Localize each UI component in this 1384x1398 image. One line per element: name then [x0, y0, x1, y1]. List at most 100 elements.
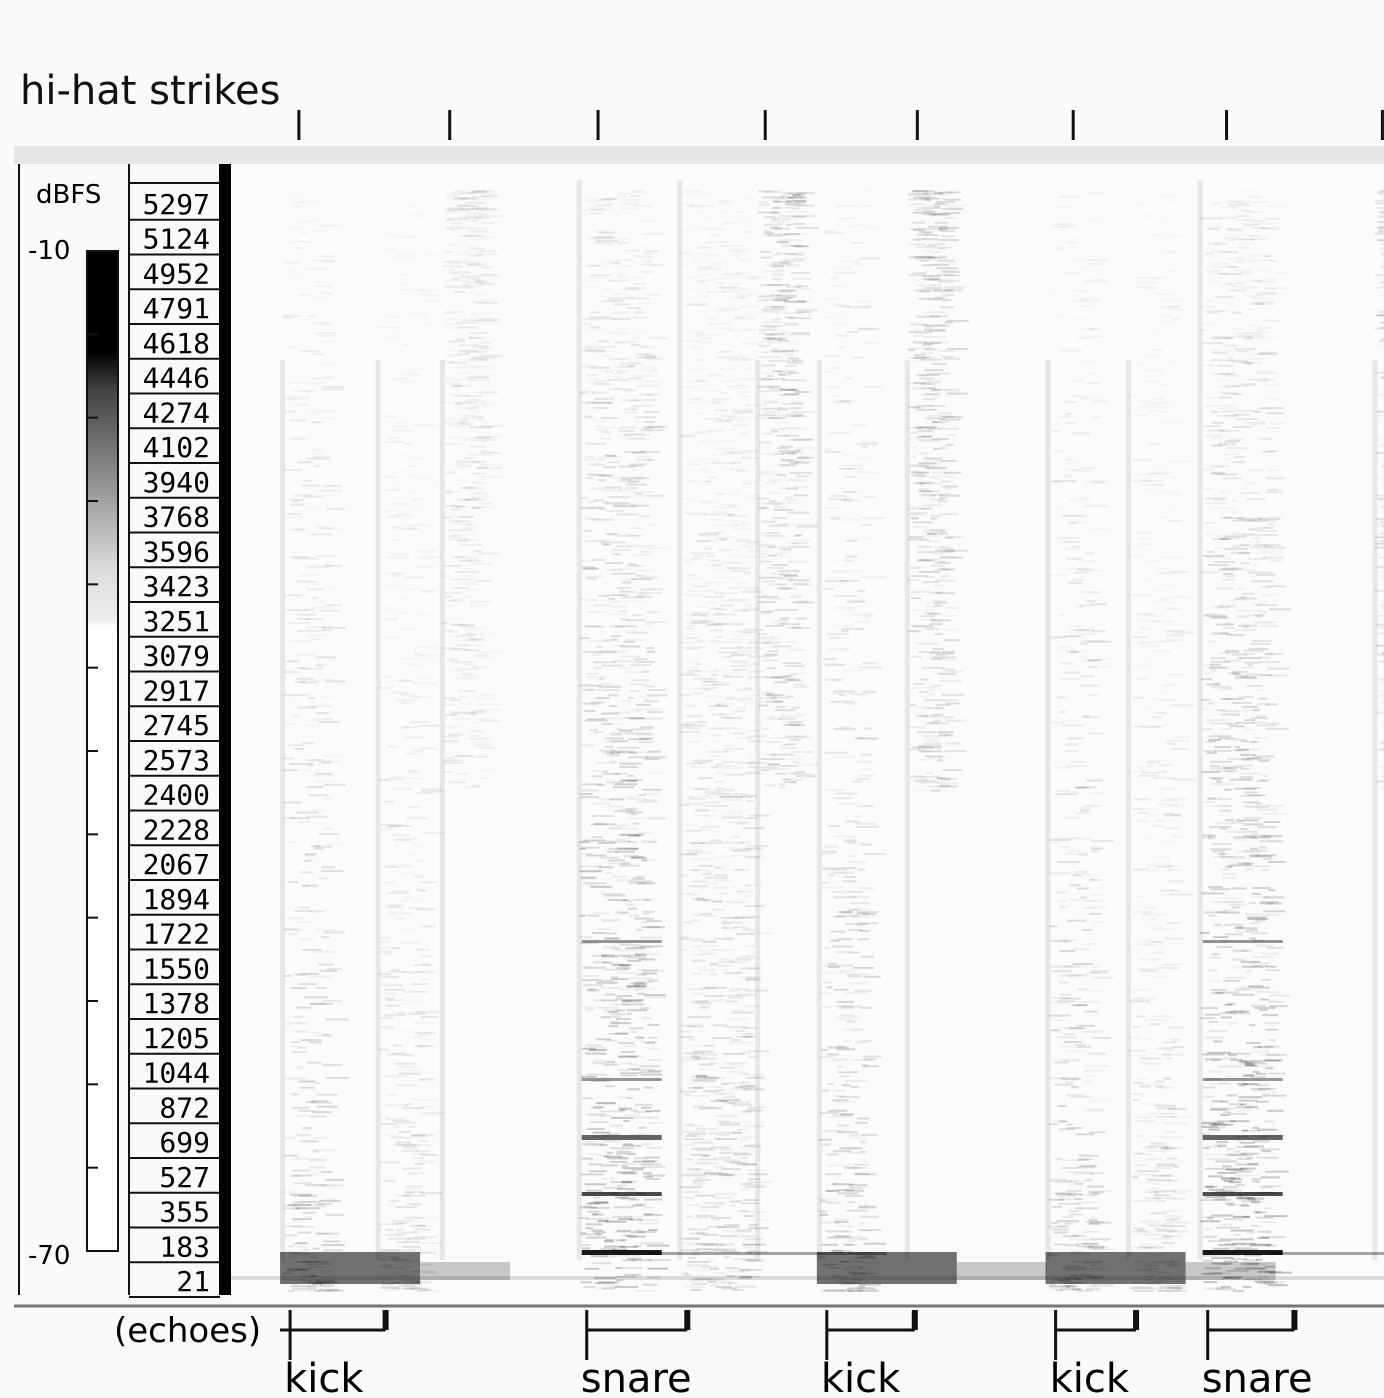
spectral-streak	[294, 747, 304, 750]
spectral-streak	[720, 538, 727, 541]
spectral-streak	[919, 559, 931, 562]
spectral-streak	[590, 886, 611, 889]
spectral-streak	[711, 402, 722, 405]
spectral-streak	[1072, 1288, 1082, 1291]
spectral-streak	[715, 538, 727, 541]
spectral-streak	[1075, 1242, 1098, 1245]
spectral-streak	[602, 919, 621, 922]
spectral-streak	[388, 1255, 400, 1258]
spectral-streak	[786, 200, 806, 202]
spectral-streak	[1172, 557, 1184, 559]
spectral-streak	[635, 1036, 644, 1039]
spectral-streak	[311, 1137, 329, 1140]
spectral-streak	[624, 451, 646, 454]
spectral-streak	[682, 1130, 706, 1133]
spectral-streak	[745, 1251, 768, 1253]
spectral-streak	[746, 771, 760, 774]
spectral-streak	[318, 255, 334, 257]
spectral-streak	[773, 700, 784, 703]
spectral-streak	[459, 242, 467, 244]
spectral-streak	[760, 611, 773, 613]
spectral-streak	[764, 270, 783, 273]
spectral-streak	[741, 1202, 759, 1205]
spectral-streak	[1089, 1223, 1100, 1225]
spectral-streak	[414, 948, 431, 951]
spectral-streak	[945, 742, 961, 745]
spectral-streak	[1132, 1261, 1151, 1264]
spectral-streak	[640, 1073, 663, 1076]
spectral-streak	[403, 344, 411, 346]
spectral-streak	[1056, 1078, 1074, 1081]
spectral-streak	[765, 598, 782, 600]
spectral-streak	[823, 355, 841, 357]
spectral-streak	[942, 415, 955, 418]
spectral-streak	[1088, 1247, 1105, 1250]
spectral-streak	[780, 715, 803, 718]
spectral-streak	[1067, 919, 1086, 922]
spectral-streak	[738, 699, 753, 701]
spectral-streak	[456, 754, 472, 757]
spectral-streak	[693, 894, 701, 896]
spectral-streak	[460, 422, 475, 425]
spectral-streak	[468, 675, 480, 677]
spectral-streak	[612, 638, 619, 641]
spectral-streak	[934, 604, 942, 607]
spectral-streak	[1152, 698, 1163, 701]
spectral-streak	[780, 587, 791, 590]
spectral-streak	[918, 426, 938, 429]
spectral-streak	[419, 1288, 432, 1291]
spectral-streak	[631, 848, 639, 851]
spectral-streak	[761, 417, 780, 420]
spectral-streak	[450, 661, 474, 664]
spectral-streak	[610, 1116, 635, 1119]
spectral-streak	[386, 999, 405, 1002]
spectral-streak	[1072, 432, 1091, 435]
spectral-streak	[862, 662, 878, 665]
spectral-streak	[628, 563, 637, 566]
spectral-streak	[686, 1168, 701, 1171]
spectral-streak	[599, 437, 612, 440]
spectral-streak	[1092, 630, 1106, 633]
spectral-streak	[585, 455, 594, 458]
spectral-streak	[825, 986, 833, 989]
spectral-streak	[855, 912, 870, 915]
spectral-streak	[1131, 989, 1151, 991]
spectral-streak	[860, 1150, 867, 1153]
spectral-streak	[918, 297, 943, 300]
spectral-streak	[921, 264, 930, 267]
spectral-streak	[1166, 922, 1181, 925]
spectral-streak	[1087, 971, 1099, 974]
spectral-streak	[396, 869, 403, 871]
spectral-streak	[687, 463, 701, 466]
spectral-streak	[458, 707, 464, 709]
spectral-streak	[589, 487, 606, 490]
spectral-streak	[628, 287, 646, 290]
spectral-streak	[696, 641, 704, 644]
spectral-streak	[583, 975, 599, 977]
spectral-streak	[620, 618, 629, 621]
spectral-streak	[594, 237, 617, 240]
spectral-streak	[597, 1102, 616, 1105]
spectral-streak	[851, 780, 861, 783]
spectral-streak	[590, 1107, 602, 1110]
spectral-streak	[721, 1100, 728, 1103]
spectral-streak	[619, 762, 642, 765]
spectral-streak	[928, 257, 943, 260]
spectral-streak	[319, 1288, 339, 1291]
spectral-streak	[1066, 765, 1088, 768]
spectral-streak	[1060, 195, 1082, 198]
spectral-streak	[479, 283, 495, 286]
spectral-streak	[1163, 422, 1184, 424]
spectral-streak	[604, 745, 613, 748]
spectral-streak	[451, 340, 466, 343]
spectral-streak	[471, 375, 489, 378]
spectral-streak	[718, 307, 741, 310]
spectral-streak	[913, 789, 931, 791]
spectral-streak	[757, 601, 777, 603]
spectral-streak	[471, 405, 479, 408]
spectral-streak	[283, 801, 301, 804]
spectral-streak	[618, 667, 632, 670]
spectral-streak	[406, 777, 423, 779]
spectral-streak	[943, 357, 961, 360]
